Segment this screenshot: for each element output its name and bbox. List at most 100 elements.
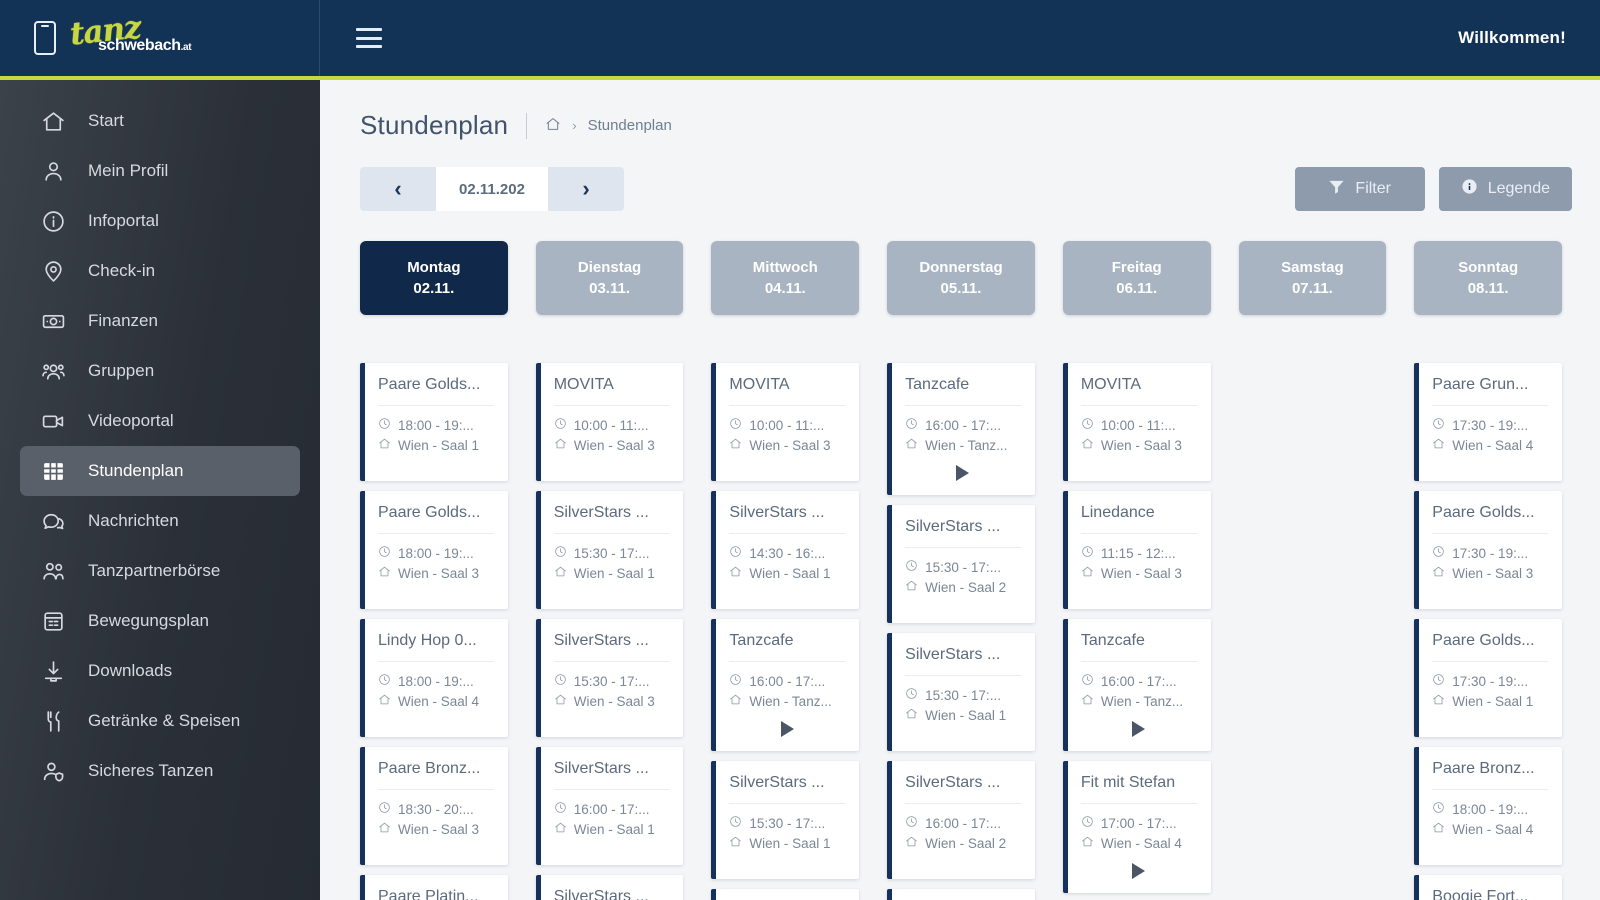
event-card[interactable]: Paare Golds... 17:30 - 19:... Wien - Saal … — [1414, 491, 1562, 609]
hamburger-menu-icon[interactable] — [356, 28, 382, 48]
sidebar-item-check-in[interactable]: Check-in — [20, 246, 300, 296]
event-room-row: Wien - Saal 4 — [1081, 834, 1197, 854]
event-card[interactable]: SilverStars ...16:00 - 17:...Wien - Saal… — [711, 889, 860, 900]
event-card[interactable]: Paare Grun... 17:30 - 19:... Wien - Saal 4 — [1414, 363, 1562, 481]
event-time: 10:00 - 11:... — [573, 418, 649, 433]
event-card[interactable]: Linedance 11:15 - 12:... Wien - Saal 3 — [1062, 491, 1211, 609]
play-triangle-icon[interactable] — [729, 721, 845, 737]
event-card[interactable]: Tanzcafe 16:00 - 17:... Wien - Tanz... — [887, 363, 1035, 495]
sidebar-item-stundenplan[interactable]: Stundenplan — [20, 446, 300, 496]
day-header-sonntag[interactable]: Sonntag 08.11. — [1414, 241, 1562, 315]
sidebar-item-nachrichten[interactable]: Nachrichten — [20, 496, 300, 546]
event-card[interactable]: MOVITA 10:00 - 11:... Wien - Saal 3 — [711, 363, 860, 481]
event-time: 16:00 - 17:... — [1100, 674, 1177, 689]
sidebar-item-gruppen[interactable]: Gruppen — [20, 346, 300, 396]
event-room-row: Wien - Saal 3 — [1081, 564, 1197, 584]
play-triangle-icon[interactable] — [1081, 863, 1197, 879]
sidebar-item-downloads[interactable]: Downloads — [20, 646, 300, 696]
sidebar-item-sicheres-tanzen[interactable]: Sicheres Tanzen — [20, 746, 300, 796]
home-icon — [905, 578, 918, 598]
next-week-button[interactable]: › — [548, 167, 624, 211]
event-card[interactable]: SilverStars ... 14:30 - 16:... Wien - Saal… — [711, 491, 860, 609]
play-triangle-icon[interactable] — [1081, 721, 1197, 737]
event-card[interactable]: Tanzcafe 16:00 - 17:... Wien - Tanz... — [1062, 619, 1211, 751]
event-room: Wien - Saal 3 — [398, 566, 480, 581]
event-room-row: Wien - Saal 3 — [554, 692, 670, 712]
sidebar-item-tanzpartnerbörse[interactable]: Tanzpartnerbörse — [20, 546, 300, 596]
brand-area[interactable]: tanz schwebach.at — [0, 0, 320, 76]
day-column-freitag: MOVITA 10:00 - 11:... Wien - Saal 3 Linedan… — [1062, 363, 1211, 900]
sidebar-item-videoportal[interactable]: Videoportal — [20, 396, 300, 446]
event-title: Lindy Hop 0... — [378, 632, 494, 662]
event-card[interactable]: Paare Golds... 17:30 - 19:... Wien - Saal … — [1414, 619, 1562, 737]
event-card[interactable]: SilverStars ... 15:30 - 17:... Wien - Saal… — [887, 505, 1035, 623]
home-icon — [1081, 834, 1094, 854]
sidebar-item-getränke-speisen[interactable]: Getränke & Speisen — [20, 696, 300, 746]
event-time: 18:00 - 19:... — [398, 546, 474, 561]
event-time-row: 17:30 - 19:... — [1432, 544, 1548, 564]
sidebar-item-bewegungsplan[interactable]: Bewegungsplan — [20, 596, 300, 646]
day-column-mittwoch: MOVITA 10:00 - 11:... Wien - Saal 3 SilverS… — [711, 363, 860, 900]
logo[interactable]: tanz schwebach.at — [68, 9, 230, 61]
sidebar-item-start[interactable]: Start — [20, 96, 300, 146]
event-time: 16:00 - 17:... — [925, 418, 1001, 433]
event-room-row: Wien - Saal 3 — [378, 820, 494, 840]
event-room: Wien - Saal 4 — [398, 694, 480, 709]
event-card[interactable]: SilverStars ... 15:30 - 17:... Wien - Saal… — [535, 491, 684, 609]
home-icon[interactable] — [545, 116, 561, 136]
calendar-board-icon — [40, 608, 66, 634]
event-card[interactable]: MOVITA 10:00 - 11:... Wien - Saal 3 — [535, 363, 684, 481]
event-room: Wien - Saal 1 — [1452, 694, 1534, 709]
event-time-row: 18:00 - 19:... — [378, 544, 494, 564]
event-title: SilverStars ... — [729, 774, 846, 804]
home-icon — [1432, 820, 1445, 840]
event-card[interactable]: Paare Golds... 18:00 - 19:... Wien - Saal … — [360, 363, 508, 481]
sidebar-item-finanzen[interactable]: Finanzen — [20, 296, 300, 346]
sidebar-item-infoportal[interactable]: Infoportal — [20, 196, 300, 246]
day-header-montag[interactable]: Montag 02.11. — [360, 241, 508, 315]
event-card[interactable]: SilverStars ...16:00 - 17:...Wien - Saal… — [887, 761, 1035, 879]
event-card[interactable]: SilverStars ... 15:30 - 17:... Wien - Saal… — [535, 619, 684, 737]
event-card[interactable]: SilverStars ...16:00 - 17:...Wien - Saal… — [535, 747, 684, 865]
clock-icon — [905, 686, 918, 706]
day-name: Montag — [407, 259, 461, 276]
banknote-icon — [40, 308, 66, 334]
event-time-row: 17:00 - 17:... — [1081, 814, 1197, 834]
event-card[interactable]: Tanzcafe 16:00 - 17:... Wien - Tanz... — [711, 619, 860, 751]
play-triangle-icon[interactable] — [905, 465, 1021, 481]
day-header-mittwoch[interactable]: Mittwoch 04.11. — [711, 241, 860, 315]
event-room: Wien - Saal 2 — [925, 836, 1007, 851]
home-icon — [1432, 692, 1445, 712]
prev-week-button[interactable]: ‹ — [360, 167, 436, 211]
filter-button[interactable]: Filter — [1294, 167, 1425, 211]
sidebar-item-label: Mein Profil — [88, 161, 169, 180]
event-title: Paare Golds... — [378, 504, 494, 534]
event-card[interactable]: SilverStars ... 15:30 - 17:... Wien - Saal… — [887, 633, 1035, 751]
event-card[interactable]: Paare Platin...18:30 - 20:...Wien - Saal… — [360, 875, 508, 900]
day-header-samstag[interactable]: Samstag 07.11. — [1238, 241, 1387, 315]
event-card[interactable]: Fit mit Stefan 17:00 - 17:... Wien - Saal … — [1062, 761, 1211, 893]
event-title: SilverStars ... — [905, 646, 1021, 676]
event-card[interactable]: SilverStars ...16:00 - 17:...Wien - Saal… — [887, 889, 1035, 900]
event-card[interactable]: SilverStars ... 15:30 - 17:... Wien - Saal… — [711, 761, 860, 879]
event-title: SilverStars ... — [554, 888, 670, 900]
event-card[interactable]: MOVITA 10:00 - 11:... Wien - Saal 3 — [1062, 363, 1211, 481]
day-header-dienstag[interactable]: Dienstag 03.11. — [535, 241, 684, 315]
legend-button[interactable]: Legende — [1438, 167, 1572, 211]
day-header-donnerstag[interactable]: Donnerstag 05.11. — [887, 241, 1035, 315]
event-room: Wien - Saal 3 — [573, 694, 655, 709]
event-card[interactable]: Paare Bronz... 18:00 - 19:... Wien - Saal … — [1414, 747, 1562, 865]
event-title: Paare Golds... — [1432, 632, 1548, 662]
event-title: Paare Grun... — [1432, 376, 1548, 406]
home-icon — [1432, 564, 1445, 584]
day-header-freitag[interactable]: Freitag 06.11. — [1062, 241, 1211, 315]
event-card[interactable]: Lindy Hop 0... 18:00 - 19:... Wien - Saal … — [360, 619, 508, 737]
home-icon — [905, 436, 918, 456]
event-title: Paare Golds... — [378, 376, 494, 406]
sidebar-item-mein-profil[interactable]: Mein Profil — [20, 146, 300, 196]
event-card[interactable]: SilverStars ...16:00 - 17:...Wien - Saal… — [535, 875, 684, 900]
date-input[interactable] — [436, 167, 548, 211]
event-card[interactable]: Paare Golds... 18:00 - 19:... Wien - Saal … — [360, 491, 508, 609]
event-card[interactable]: Boogie Fort...18:00 - 19:...Wien - Saal … — [1414, 875, 1562, 900]
event-card[interactable]: Paare Bronz... 18:30 - 20:... Wien - Saal … — [360, 747, 508, 865]
